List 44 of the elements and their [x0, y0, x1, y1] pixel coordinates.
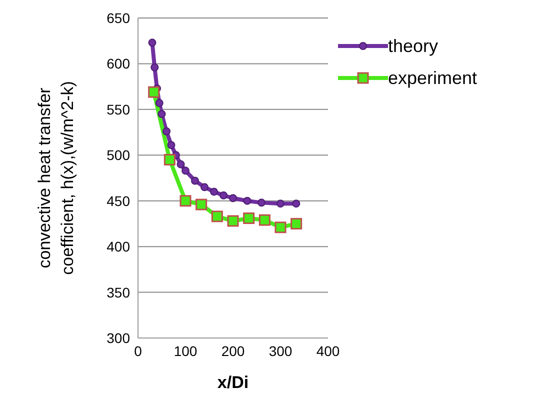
y-tick-label: 550: [106, 101, 130, 118]
point: [290, 218, 302, 230]
point: [258, 214, 270, 226]
point: [243, 212, 255, 224]
y-tick-label: 300: [106, 330, 130, 346]
point: [150, 63, 159, 72]
y-tick-label: 500: [106, 147, 130, 164]
legend-label: theory: [388, 35, 438, 58]
point: [158, 110, 166, 118]
point: [227, 215, 239, 227]
x-tick-label: 400: [316, 342, 340, 359]
y-tick-label: 650: [106, 10, 130, 26]
point: [220, 191, 228, 200]
point: [211, 210, 223, 222]
point: [176, 160, 185, 168]
y-tick-label: 400: [106, 238, 130, 255]
point: [155, 99, 164, 108]
x-axis-title: x/Di: [217, 373, 249, 392]
point: [191, 176, 199, 185]
point: [276, 200, 284, 208]
x-tick-label: 200: [221, 342, 245, 359]
point: [196, 198, 208, 210]
point: [200, 183, 208, 192]
point: [167, 141, 176, 150]
point: [148, 86, 160, 98]
point: [229, 194, 237, 202]
y-tick-label: 450: [106, 192, 130, 209]
point: [258, 198, 266, 207]
point: [148, 38, 156, 47]
legend-label: experiment: [388, 67, 478, 90]
point: [274, 222, 286, 234]
y-axis-title: convective heat transfer coefficient, h(x),(w/m^2-k): [35, 81, 77, 275]
y-tick-label: 600: [106, 56, 130, 72]
point: [180, 195, 192, 207]
point: [164, 154, 176, 166]
y-tick-label: 350: [106, 284, 130, 300]
point: [162, 127, 170, 136]
x-tick-label: 100: [174, 342, 198, 359]
point: [243, 196, 252, 205]
point: [292, 200, 300, 208]
point: [210, 188, 218, 196]
x-tick-label: 300: [268, 342, 292, 359]
x-tick-label: 0: [134, 342, 142, 359]
point: [182, 166, 190, 175]
